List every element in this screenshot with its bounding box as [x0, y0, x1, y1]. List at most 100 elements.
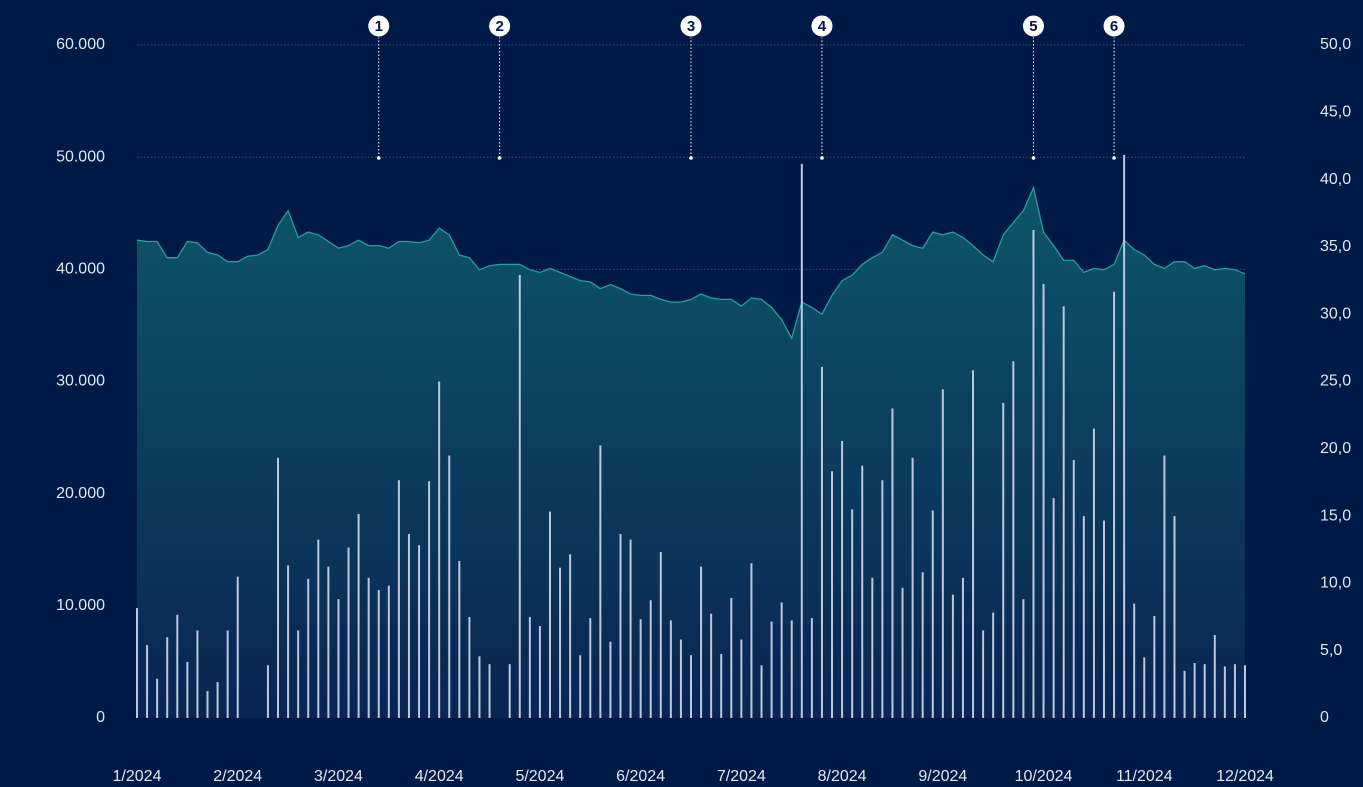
y2-tick-label: 10,0 — [1320, 575, 1351, 592]
y2-tick-label: 30,0 — [1320, 305, 1351, 322]
bar — [337, 599, 340, 718]
bar — [730, 597, 733, 718]
bar — [1143, 657, 1146, 718]
bar — [710, 613, 713, 718]
area-fill — [137, 187, 1245, 718]
annotation-dot — [1112, 156, 1116, 160]
bar — [287, 565, 290, 718]
bar — [831, 471, 834, 718]
annotation-marker — [679, 14, 703, 38]
bar — [1082, 516, 1085, 718]
annotation-marker — [810, 14, 834, 38]
bar — [397, 480, 400, 718]
bar — [166, 637, 169, 718]
bar — [418, 545, 421, 718]
bar — [629, 539, 632, 718]
y-tick-label: 60.000 — [56, 36, 105, 53]
bar — [438, 381, 441, 718]
bar — [649, 600, 652, 718]
bar — [1123, 154, 1126, 718]
bar — [317, 539, 320, 718]
bar — [911, 457, 914, 718]
x-tick-label: 5/2024 — [515, 768, 564, 785]
y2-tick-label: 25,0 — [1320, 373, 1351, 390]
y-tick-label: 50.000 — [56, 148, 105, 165]
bar — [468, 617, 471, 718]
bar — [1213, 634, 1216, 718]
bar — [951, 594, 954, 718]
bar — [1042, 283, 1045, 718]
bar — [428, 481, 431, 718]
bar — [1223, 666, 1226, 718]
bar — [347, 547, 350, 718]
bar — [609, 641, 612, 718]
bar — [146, 645, 149, 718]
bar — [599, 445, 602, 718]
y2-tick-label: 35,0 — [1320, 238, 1351, 255]
bar — [770, 621, 773, 718]
bar — [1052, 498, 1055, 718]
y2-tick-label: 15,0 — [1320, 507, 1351, 524]
bar — [972, 370, 975, 718]
bar — [226, 630, 229, 718]
bar — [387, 585, 390, 718]
bar — [740, 639, 743, 718]
bar — [982, 630, 985, 718]
bar — [528, 617, 531, 718]
bar — [861, 465, 864, 718]
bar — [690, 655, 692, 718]
y2-tick-label: 0 — [1320, 709, 1329, 726]
bar — [589, 618, 592, 718]
bar — [901, 587, 904, 718]
bar — [1002, 402, 1005, 718]
bar — [750, 563, 753, 718]
bar — [1173, 516, 1176, 718]
y-tick-label: 20.000 — [56, 485, 105, 502]
bar — [841, 440, 844, 718]
bar — [1032, 230, 1035, 718]
annotation-label: 3 — [687, 18, 695, 35]
bar — [659, 551, 662, 718]
y-tick-label: 40.000 — [56, 261, 105, 278]
bar — [1113, 291, 1116, 718]
bar — [810, 618, 813, 718]
bar — [1072, 460, 1075, 718]
bar — [458, 560, 461, 718]
bar — [760, 665, 763, 718]
bar — [508, 664, 511, 718]
bar — [206, 691, 209, 718]
y2-tick-label: 50,0 — [1320, 36, 1351, 53]
bar — [790, 620, 793, 718]
bar — [700, 566, 703, 718]
bar — [639, 619, 642, 718]
y-tick-label: 10.000 — [56, 597, 105, 614]
bar — [679, 639, 682, 718]
annotation-marker — [1102, 14, 1126, 38]
bar — [1163, 455, 1166, 718]
bar — [488, 664, 491, 718]
bar — [871, 577, 874, 718]
bar — [407, 534, 410, 718]
bar — [307, 578, 310, 718]
y2-tick-label: 40,0 — [1320, 171, 1351, 188]
annotation-label: 1 — [375, 18, 383, 35]
bar — [357, 513, 360, 718]
bar — [448, 455, 451, 718]
bar — [780, 602, 783, 718]
bar — [377, 590, 380, 718]
bar — [921, 572, 924, 718]
y2-tick-label: 20,0 — [1320, 440, 1351, 457]
bar — [186, 661, 189, 718]
annotation-dot — [1031, 156, 1036, 160]
x-tick-label: 6/2024 — [616, 768, 665, 785]
bar — [518, 274, 521, 718]
bar — [1022, 599, 1025, 718]
bar — [548, 511, 551, 718]
y2-tick-label: 45,0 — [1320, 104, 1351, 121]
bar — [327, 566, 330, 718]
x-tick-label: 10/2024 — [1015, 768, 1073, 785]
bar — [216, 682, 219, 718]
annotation-dot — [497, 156, 502, 160]
x-tick-label: 12/2024 — [1216, 768, 1274, 785]
bar — [961, 577, 964, 718]
